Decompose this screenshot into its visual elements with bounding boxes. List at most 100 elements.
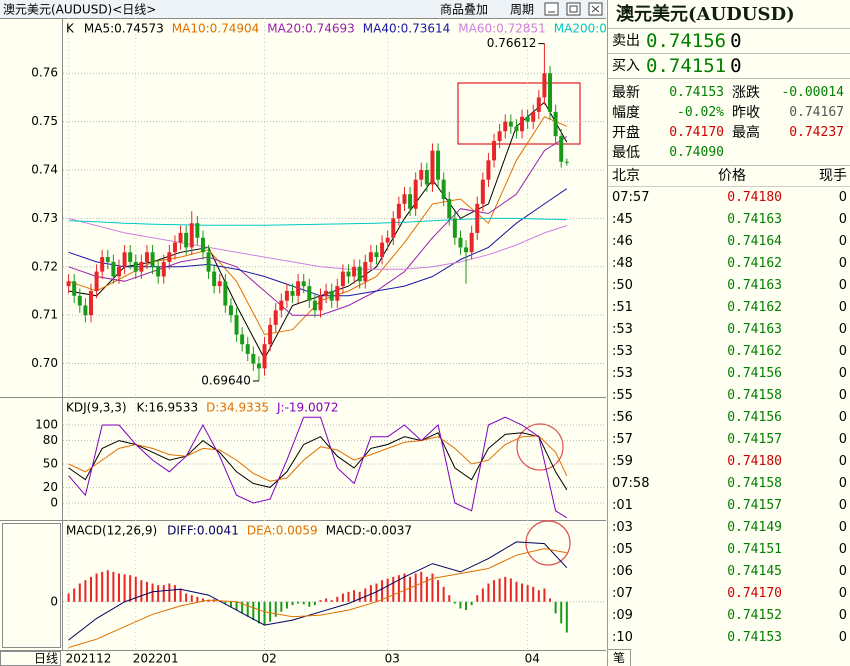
candle-body <box>357 266 362 282</box>
highlight-circle <box>516 423 564 471</box>
macd-bar <box>504 576 507 602</box>
macd-bar <box>123 574 126 602</box>
highlight-circle <box>525 520 571 566</box>
series-line <box>68 217 567 270</box>
macd-bar <box>537 590 540 602</box>
stat-value: 0.74153 <box>669 85 724 100</box>
overlay-button[interactable]: 商品叠加 <box>440 2 488 17</box>
tick-row: :55 0.74158 0 <box>608 385 850 407</box>
tick-size: 0 <box>838 586 847 601</box>
candle-body <box>72 281 77 296</box>
macd-bar <box>397 575 400 602</box>
macd-bar <box>67 593 70 602</box>
y-tick-label: 80 <box>43 433 58 447</box>
tick-row: :03 0.74149 0 <box>608 517 850 539</box>
panel-label: K <box>66 22 75 36</box>
macd-bar <box>521 583 524 602</box>
candle-body <box>161 261 166 277</box>
macd-bar <box>526 585 529 602</box>
buy-row: 买入 0.74151 0 <box>608 54 850 79</box>
candle-body <box>458 237 463 248</box>
candle-body <box>223 281 228 306</box>
tick-row: :53 0.74163 0 <box>608 319 850 341</box>
macd-bar <box>375 583 378 602</box>
candle-body <box>77 295 82 306</box>
tab[interactable]: 笔 <box>608 649 631 666</box>
candle-body <box>346 271 351 277</box>
legend-entry: MA200:0.72975 <box>554 22 606 36</box>
candle-body <box>195 223 200 238</box>
tick-price: 0.74163 <box>727 278 782 293</box>
candle-body <box>312 300 317 311</box>
candle-body <box>273 310 278 325</box>
candle-body <box>94 271 99 291</box>
restore-button[interactable] <box>566 2 581 16</box>
tick-price: 0.74162 <box>727 300 782 315</box>
quote-title: 澳元美元(AUDUSD) <box>608 0 850 29</box>
series-line <box>68 136 568 316</box>
candle-body <box>531 111 536 122</box>
period-button[interactable]: 周期 <box>510 3 534 17</box>
stat-label: 最新 <box>612 85 640 101</box>
legend-entry: J:-19.0072 <box>276 401 339 415</box>
candle-body <box>368 252 373 262</box>
macd-bar <box>470 601 473 606</box>
macd-bar <box>207 600 210 602</box>
candle-body <box>217 281 222 287</box>
macd-bar <box>330 600 333 602</box>
candle-body <box>290 290 295 296</box>
candle-body <box>228 305 233 316</box>
x-tick-label: 04 <box>525 652 540 666</box>
candle-body <box>88 290 93 316</box>
tick-time: :53 <box>612 322 633 337</box>
macd-bar <box>162 585 165 602</box>
macd-bar <box>353 590 356 602</box>
stat-label: 幅度 <box>612 105 640 121</box>
candle-body <box>262 344 267 369</box>
window-controls[interactable] <box>544 2 603 16</box>
candle-body <box>318 295 323 311</box>
ticks-list: 07:57 0.74180 0:45 0.74163 0:46 0.74164 0:48 0.… <box>608 187 850 649</box>
series-line <box>68 432 568 491</box>
tick-row: 07:58 0.74158 0 <box>608 473 850 495</box>
tick-size: 0 <box>838 630 847 645</box>
macd-bar <box>325 598 328 602</box>
candle-body <box>83 305 88 316</box>
tick-row: :10 0.74153 0 <box>608 627 850 649</box>
macd-bar <box>453 601 456 604</box>
macd-bar <box>437 580 440 602</box>
tick-time: :59 <box>612 454 633 469</box>
window-title: 澳元美元(AUDUSD)<日线> <box>3 3 156 17</box>
candle-body <box>329 290 334 301</box>
macd-bar <box>565 601 568 633</box>
tick-row: :45 0.74163 0 <box>608 209 850 231</box>
tick-time: :03 <box>612 520 633 535</box>
legend-entry: MA5:0.74573 <box>84 22 164 36</box>
stat-label: 开盘 <box>612 125 640 141</box>
buy-size: 0 <box>730 55 742 77</box>
macd-bar <box>465 601 468 611</box>
series-line <box>68 548 567 648</box>
series-line <box>68 435 568 482</box>
tick-time: :09 <box>612 608 633 623</box>
stats-grid: 最新 0.74153 涨跌 -0.00014 幅度 -0.02% 昨收 0.74167 开盘 0.… <box>608 79 850 166</box>
legend-entry: DIFF:0.0041 <box>167 524 239 538</box>
candle-body <box>116 266 121 277</box>
candle-body <box>279 300 284 311</box>
y-tick-label: 0.70 <box>31 356 58 370</box>
minimize-button[interactable] <box>544 2 559 16</box>
tick-price: 0.74162 <box>727 256 782 271</box>
y-tick-label: 0.76 <box>31 66 58 80</box>
candle-body <box>441 179 446 200</box>
candle-body <box>122 252 127 267</box>
macd-bar <box>252 601 255 621</box>
candle-body <box>340 271 345 287</box>
tick-time: :07 <box>612 586 633 601</box>
tick-price: 0.74163 <box>727 322 782 337</box>
tick-row: :51 0.74162 0 <box>608 297 850 319</box>
tick-row: :01 0.74157 0 <box>608 495 850 517</box>
macd-bar <box>84 580 87 602</box>
macd-bar <box>145 581 148 602</box>
candle-body <box>172 242 177 253</box>
x-tick-label: 202112 <box>66 652 112 666</box>
